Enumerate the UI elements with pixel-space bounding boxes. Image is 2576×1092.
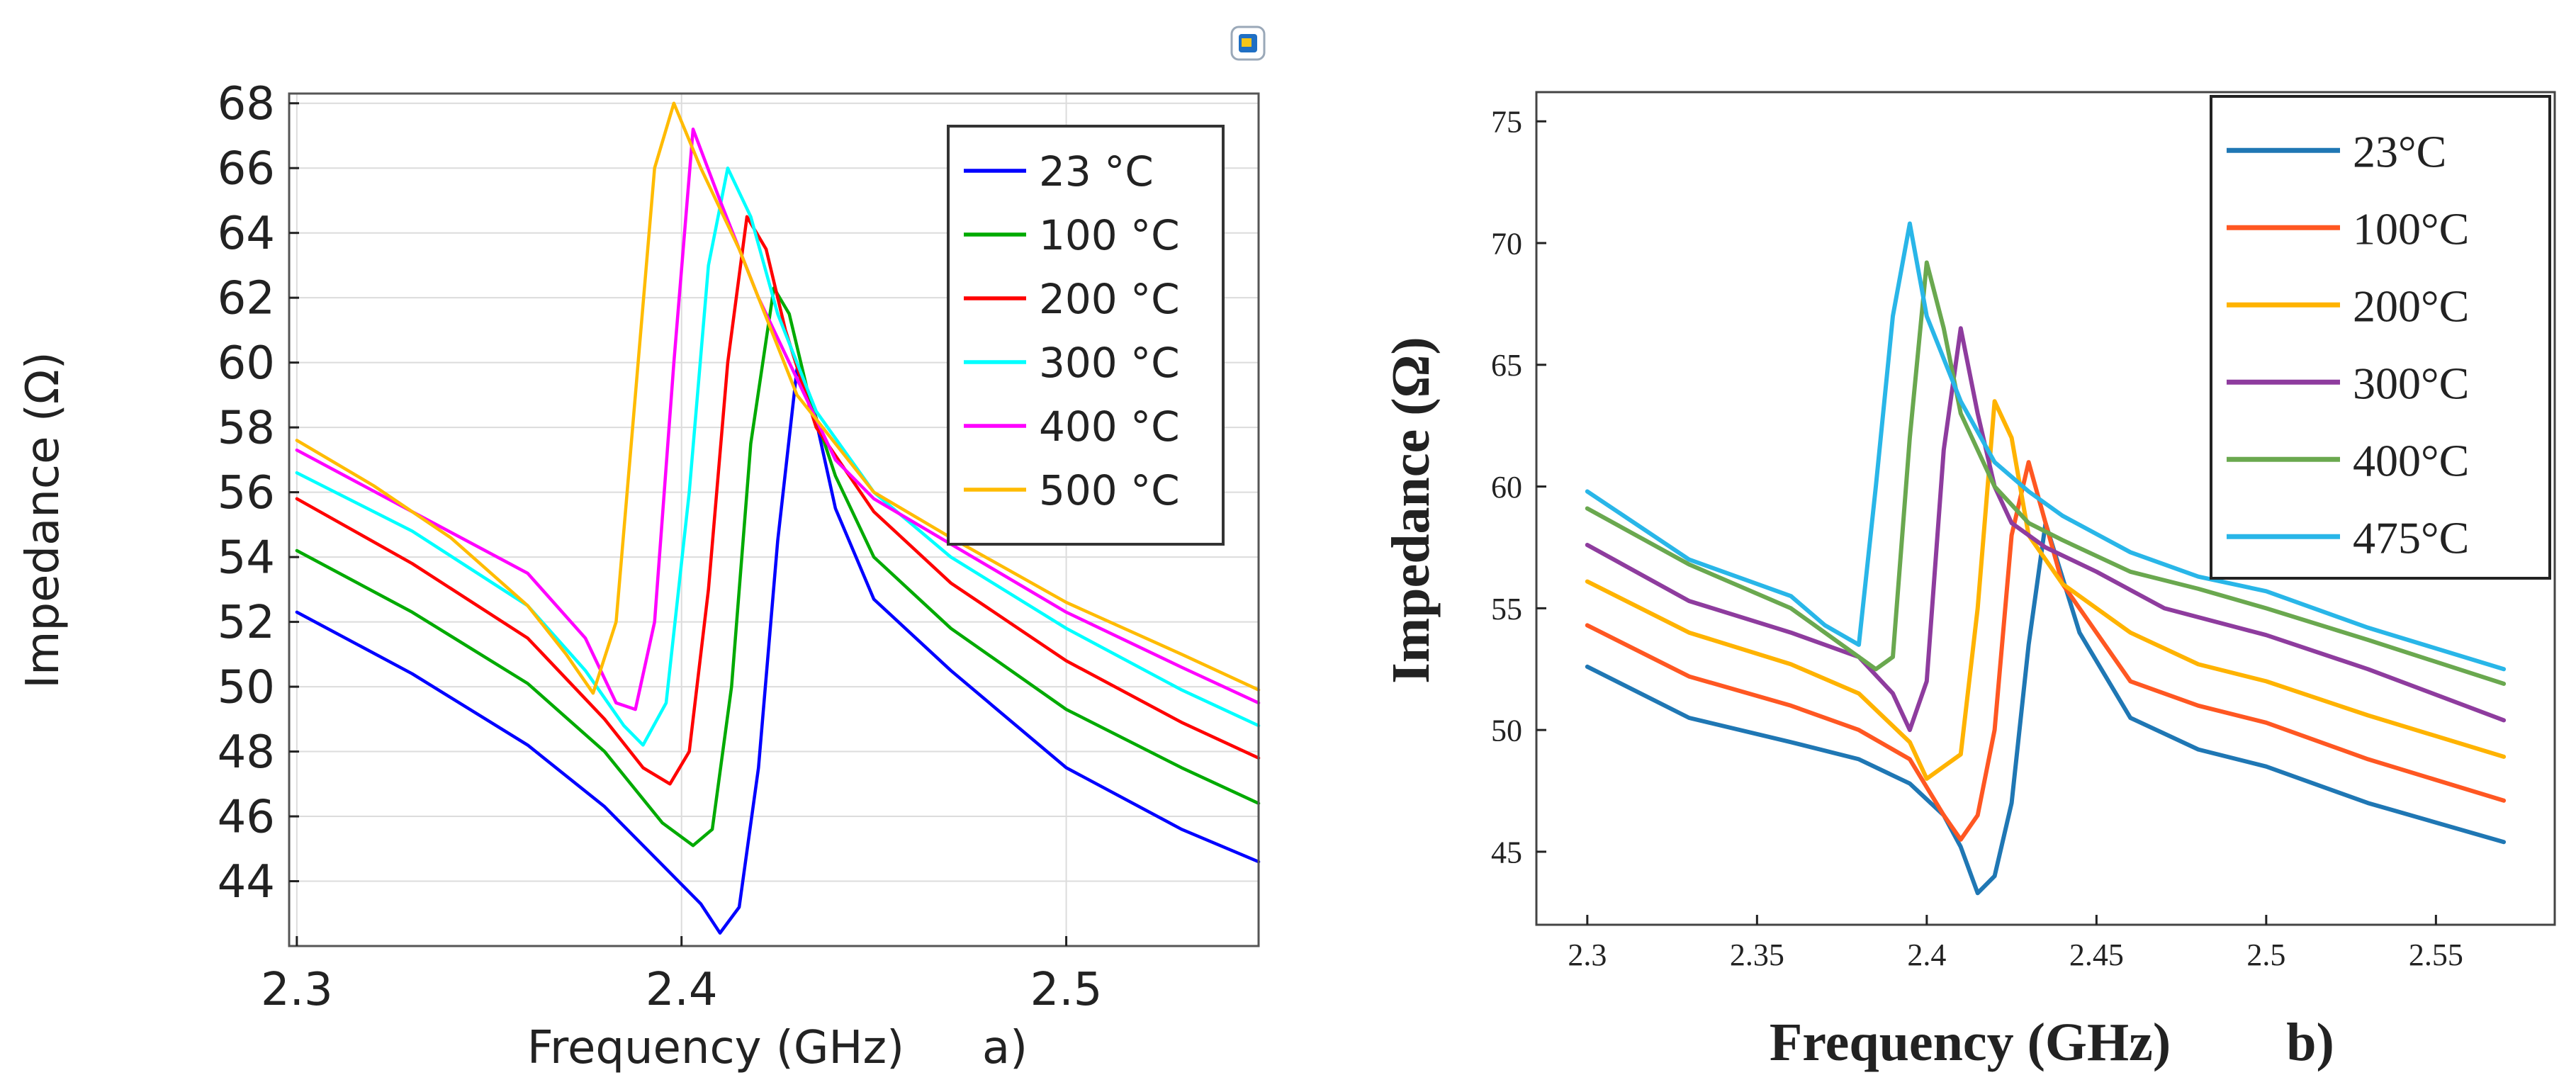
panel-b-ytick-label-0: 45 xyxy=(1491,835,1522,869)
panel-a-legend-label-1: 100 °C xyxy=(1039,211,1180,259)
panel-b-series-line-2 xyxy=(1585,399,2507,781)
panel-a-ytick-label-1: 46 xyxy=(218,791,275,843)
panel-b-series-line-5 xyxy=(1585,221,2507,672)
panel-b-x-axis-label: Frequency (GHz) xyxy=(1770,1013,2171,1072)
panel-a-legend-label-3: 300 °C xyxy=(1039,339,1180,387)
panel-b-y-axis-label: Impedance (Ω) xyxy=(1381,337,1441,683)
panel-a-legend-label-0: 23 °C xyxy=(1039,147,1154,196)
panel-b-ytick-label-6: 75 xyxy=(1491,105,1522,140)
panel-a-series-line-2 xyxy=(295,215,1261,786)
panel-a-series-line-4 xyxy=(295,128,1261,711)
panel-a-ytick-label-2: 48 xyxy=(218,726,275,779)
panel-a-ytick-label-9: 62 xyxy=(218,273,275,325)
panel-b-ytick-label-3: 60 xyxy=(1491,470,1522,505)
panel-a-xtick-label-0: 2.3 xyxy=(261,964,333,1016)
panel-b-xtick-label-0: 2.3 xyxy=(1568,938,1607,972)
panel-a-axes-frame xyxy=(288,92,1260,947)
panel-b-xtick-label-4: 2.5 xyxy=(2246,938,2285,972)
panel-b-xtick-label-1: 2.35 xyxy=(1730,938,1784,972)
panel-b-legend-label-3: 300°C xyxy=(2353,358,2469,408)
panel-a-legend-box xyxy=(947,125,1225,546)
panel-a-ytick-label-10: 64 xyxy=(218,208,275,260)
panel-b-xtick-label-2: 2.4 xyxy=(1907,938,1946,972)
panel-a-legend-label-2: 200 °C xyxy=(1039,275,1180,323)
panel-a-ytick-label-4: 52 xyxy=(218,597,275,649)
panel-b-ytick-label-5: 70 xyxy=(1491,226,1522,261)
panel-b-legend-label-0: 23°C xyxy=(2353,126,2446,176)
panel-a-xtick-label-1: 2.4 xyxy=(646,964,718,1016)
panel-b-series-line-0 xyxy=(1585,521,2507,896)
panel-a-ytick-label-5: 54 xyxy=(218,532,275,585)
panel-a-ytick-label-11: 66 xyxy=(218,143,275,196)
panel-a-series-line-5 xyxy=(295,101,1261,695)
panel-a-ytick-label-12: 68 xyxy=(218,78,275,130)
panel-a-ytick-label-6: 56 xyxy=(218,467,275,519)
panel-a-series-line-1 xyxy=(295,286,1261,848)
panel-b-panel-label: b) xyxy=(2286,1013,2334,1072)
panel-b-legend-label-5: 475°C xyxy=(2353,512,2469,563)
panel-a-legend-label-5: 500 °C xyxy=(1039,466,1180,514)
panel-b-ytick-label-1: 50 xyxy=(1491,714,1522,748)
panel-b-legend-label-4: 400°C xyxy=(2353,435,2469,485)
panel-b-axes-frame xyxy=(1535,91,2556,926)
panel-a-ytick-label-0: 44 xyxy=(218,856,275,908)
panel-b-series-line-4 xyxy=(1585,260,2507,686)
panel-b-xtick-label-3: 2.45 xyxy=(2069,938,2124,972)
app-badge-icon xyxy=(1230,26,1266,61)
panel-a-ytick-label-8: 60 xyxy=(218,337,275,390)
panel-a-chart: 44 46 48 50 52 54 56 58 60 62 64 66 68 2.3 2.4 2.5 Frequ… xyxy=(17,78,1261,1074)
panel-b-chart: 45 50 55 60 65 70 75 2.3 2.35 2.4 2.45 2.5 2.55 Frequ… xyxy=(1381,91,2556,1072)
panel-a-x-axis-label: Frequency (GHz) xyxy=(527,1022,904,1074)
panel-a-panel-label: a) xyxy=(982,1022,1028,1074)
panel-a-y-axis-label: Impedance (Ω) xyxy=(17,351,69,688)
panel-a-ytick-label-3: 50 xyxy=(218,661,275,714)
panel-b-series-line-1 xyxy=(1585,460,2507,842)
panel-b-legend-box xyxy=(2210,95,2551,580)
panel-b-series-line-3 xyxy=(1585,326,2507,733)
panel-b-xtick-label-5: 2.55 xyxy=(2409,938,2463,972)
panel-b-ytick-label-2: 55 xyxy=(1491,592,1522,626)
panel-a-series-line-0 xyxy=(295,367,1261,935)
panel-a-xtick-label-2: 2.5 xyxy=(1030,964,1103,1016)
panel-b-ytick-label-4: 65 xyxy=(1491,348,1522,383)
panel-b-legend-label-1: 100°C xyxy=(2353,203,2469,254)
panel-a-series-line-3 xyxy=(295,166,1261,747)
panel-b-legend-label-2: 200°C xyxy=(2353,281,2469,331)
panel-a-legend-label-4: 400 °C xyxy=(1039,403,1180,451)
panel-a-ytick-label-7: 58 xyxy=(218,403,275,455)
